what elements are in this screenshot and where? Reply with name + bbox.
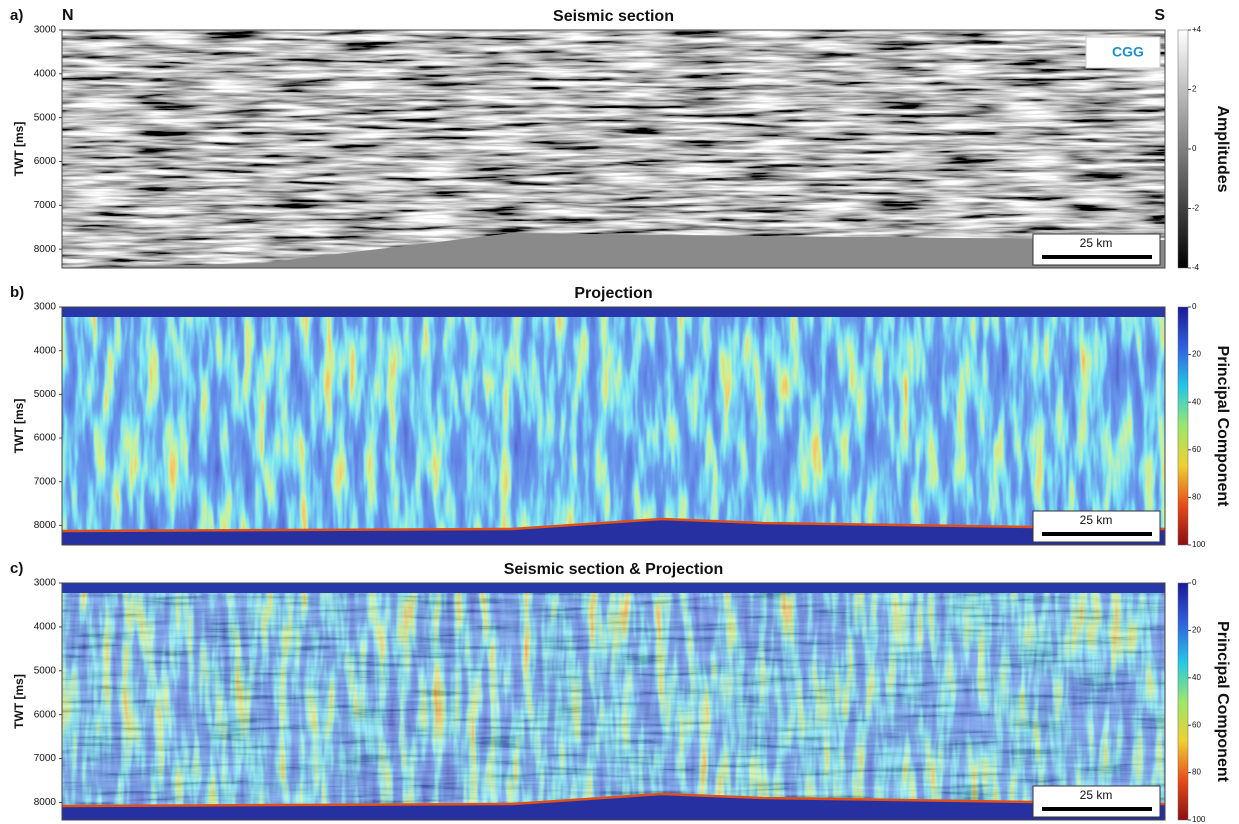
y-tick-label: 4000 — [34, 345, 57, 356]
colorbar-label: Amplitudes — [1214, 105, 1231, 192]
seismic-overlay — [62, 583, 1165, 820]
colorbar-tick-label: 100 — [1192, 815, 1206, 824]
y-tick-label: 6000 — [34, 156, 57, 167]
colorbar-tick-label: 60 — [1192, 445, 1201, 454]
y-tick-label: 3000 — [34, 578, 57, 589]
colorbar — [1178, 583, 1188, 820]
y-tick-label: 5000 — [34, 389, 57, 400]
scale-label: 25 km — [1080, 236, 1113, 250]
scale-label: 25 km — [1080, 788, 1113, 802]
y-tick-label: 5000 — [34, 665, 57, 676]
y-tick-label: 5000 — [34, 112, 57, 123]
plot-image — [62, 583, 1165, 820]
colorbar-tick-label: 2 — [1192, 85, 1197, 94]
panel-label: c) — [10, 560, 23, 577]
top-band — [62, 307, 1165, 317]
north-label: N — [62, 7, 74, 24]
colorbar-label: Principal Component — [1214, 621, 1231, 783]
y-axis-label: TWT [ms] — [12, 122, 26, 177]
colorbar — [1178, 30, 1188, 268]
top-band — [62, 583, 1165, 593]
south-label: S — [1154, 7, 1165, 24]
colorbar-tick-label: 40 — [1192, 397, 1201, 406]
logo: CGG — [1112, 44, 1144, 60]
panel-title: Seismic section — [553, 8, 674, 25]
y-axis-label: TWT [ms] — [12, 399, 26, 454]
colorbar-tick-label: 80 — [1192, 768, 1201, 777]
y-tick-label: 7000 — [34, 476, 57, 487]
panel-title: Projection — [574, 285, 652, 302]
colorbar-tick-label: -4 — [1192, 263, 1200, 272]
y-tick-label: 8000 — [34, 244, 57, 255]
y-tick-label: 7000 — [34, 200, 57, 211]
y-tick-label: 6000 — [34, 433, 57, 444]
y-axis-label: TWT [ms] — [12, 674, 26, 729]
plot-image — [62, 30, 1165, 268]
colorbar-tick-label: 80 — [1192, 493, 1201, 502]
y-tick-label: 4000 — [34, 622, 57, 633]
scale-label: 25 km — [1080, 513, 1113, 527]
colorbar-tick-label: 20 — [1192, 626, 1201, 635]
y-tick-label: 3000 — [34, 25, 57, 36]
panel-label: a) — [10, 7, 23, 24]
colorbar-tick-label: 0 — [1192, 578, 1197, 587]
y-tick-label: 4000 — [34, 68, 57, 79]
colorbar — [1178, 307, 1188, 545]
panel-title: Seismic section & Projection — [504, 561, 724, 578]
colorbar-tick-label: 60 — [1192, 720, 1201, 729]
colorbar-tick-label: 40 — [1192, 673, 1201, 682]
colorbar-tick-label: 0 — [1192, 144, 1197, 153]
colorbar-tick-label: -2 — [1192, 204, 1200, 213]
colorbar-tick-label: 0 — [1192, 302, 1197, 311]
seismic-image — [62, 30, 1165, 268]
y-tick-label: 8000 — [34, 520, 57, 531]
colorbar-tick-label: 100 — [1192, 540, 1206, 549]
plot-image — [62, 307, 1165, 545]
projection-image — [62, 307, 1165, 545]
colorbar-label: Principal Component — [1214, 346, 1231, 508]
y-tick-label: 6000 — [34, 709, 57, 720]
y-tick-label: 7000 — [34, 753, 57, 764]
y-tick-label: 8000 — [34, 797, 57, 808]
figure: a)Seismic sectionNSTWT [ms]3000400050006… — [0, 0, 1239, 824]
y-tick-label: 3000 — [34, 302, 57, 313]
colorbar-tick-label: +4 — [1192, 25, 1202, 34]
panel-label: b) — [10, 284, 24, 301]
colorbar-tick-label: 20 — [1192, 350, 1201, 359]
